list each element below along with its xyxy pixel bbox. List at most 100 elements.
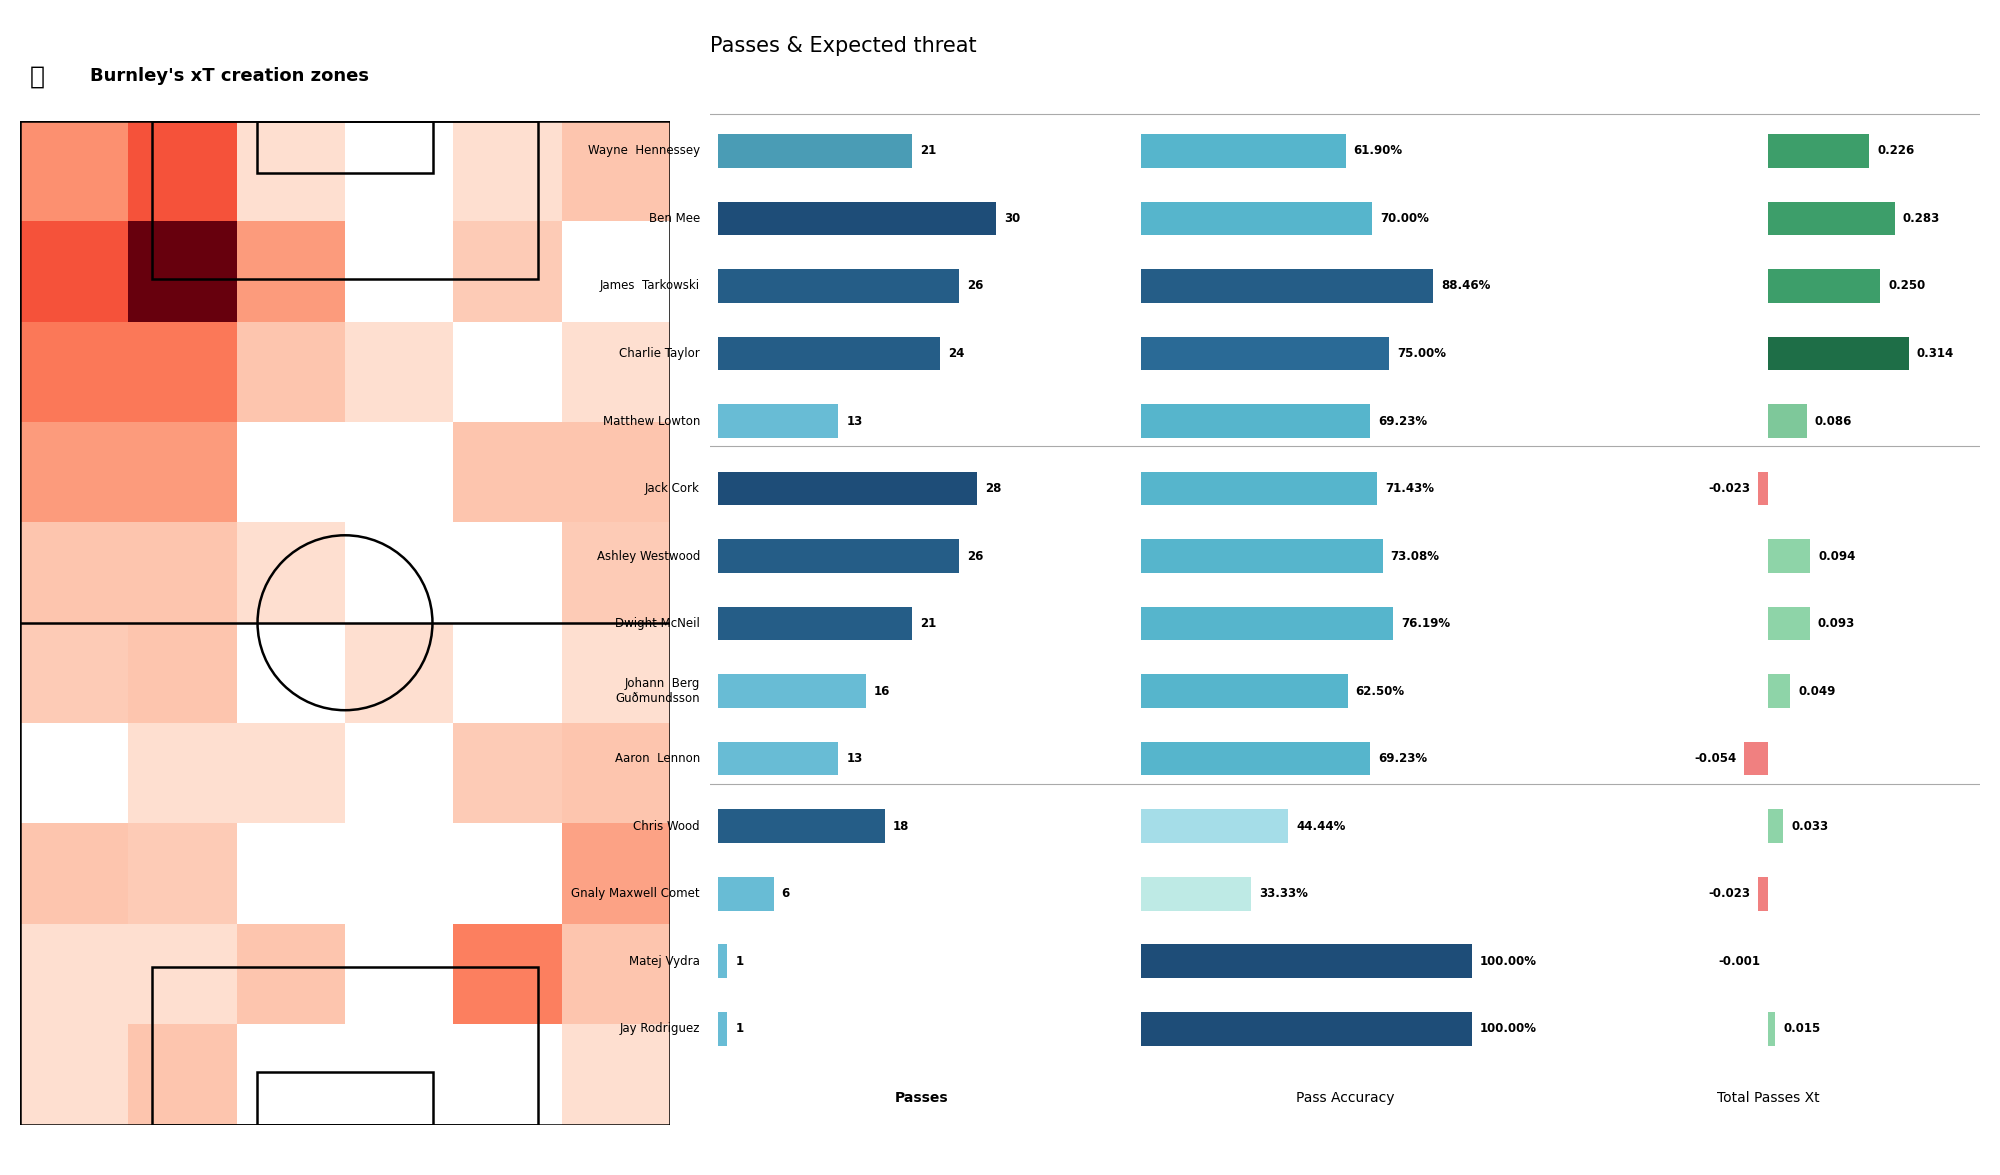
- Bar: [236, 623, 346, 723]
- Text: 1: 1: [736, 1022, 744, 1035]
- Bar: [1142, 606, 1392, 640]
- Bar: [20, 221, 128, 322]
- Bar: [128, 824, 236, 924]
- Bar: [1768, 674, 1790, 709]
- Bar: [152, 121, 538, 278]
- Text: 26: 26: [966, 280, 984, 293]
- Bar: [718, 945, 728, 978]
- Bar: [562, 623, 670, 723]
- Text: -0.001: -0.001: [1718, 954, 1760, 968]
- Text: Ben Mee: Ben Mee: [648, 212, 700, 224]
- Bar: [1142, 810, 1288, 842]
- Bar: [236, 1025, 346, 1124]
- Bar: [1758, 877, 1768, 911]
- Text: 62.50%: 62.50%: [1356, 685, 1404, 698]
- Bar: [562, 824, 670, 924]
- Text: Aaron  Lennon: Aaron Lennon: [614, 752, 700, 765]
- Text: Passes: Passes: [894, 1092, 948, 1106]
- Bar: [236, 723, 346, 824]
- Bar: [562, 723, 670, 824]
- Text: Jay Rodriguez: Jay Rodriguez: [620, 1022, 700, 1035]
- Bar: [1142, 741, 1370, 776]
- Bar: [152, 967, 538, 1124]
- Text: 26: 26: [966, 550, 984, 563]
- Text: 6: 6: [782, 887, 790, 900]
- Bar: [454, 723, 562, 824]
- Bar: [1142, 269, 1434, 303]
- Text: Chris Wood: Chris Wood: [634, 820, 700, 833]
- Bar: [718, 202, 996, 235]
- Bar: [20, 322, 128, 422]
- Bar: [346, 723, 454, 824]
- Bar: [718, 877, 774, 911]
- Bar: [1142, 877, 1252, 911]
- Bar: [562, 1025, 670, 1124]
- Bar: [1142, 674, 1348, 709]
- Text: Pass Accuracy: Pass Accuracy: [1296, 1092, 1394, 1106]
- Bar: [128, 422, 236, 523]
- Bar: [562, 422, 670, 523]
- Bar: [346, 221, 454, 322]
- Bar: [718, 336, 940, 370]
- Bar: [1744, 741, 1768, 776]
- Bar: [236, 924, 346, 1025]
- Bar: [128, 523, 236, 623]
- Bar: [718, 471, 978, 505]
- Bar: [718, 539, 958, 573]
- Text: 16: 16: [874, 685, 890, 698]
- Text: -0.023: -0.023: [1708, 887, 1750, 900]
- Text: 0.049: 0.049: [1798, 685, 1836, 698]
- Text: 13: 13: [846, 415, 862, 428]
- Text: 69.23%: 69.23%: [1378, 752, 1428, 765]
- Bar: [562, 924, 670, 1025]
- Bar: [718, 810, 884, 842]
- Text: 0.015: 0.015: [1784, 1022, 1820, 1035]
- Bar: [128, 121, 236, 221]
- Bar: [562, 121, 670, 221]
- Bar: [20, 623, 128, 723]
- Text: 0.033: 0.033: [1792, 820, 1828, 833]
- Bar: [718, 134, 912, 168]
- Bar: [718, 674, 866, 709]
- Bar: [20, 121, 128, 221]
- Bar: [1142, 404, 1370, 438]
- Text: Burnley's xT creation zones: Burnley's xT creation zones: [90, 67, 368, 86]
- Text: 0.093: 0.093: [1818, 617, 1856, 630]
- Text: 33.33%: 33.33%: [1260, 887, 1308, 900]
- Bar: [1768, 606, 1810, 640]
- Bar: [236, 221, 346, 322]
- Bar: [1768, 336, 1908, 370]
- Bar: [128, 723, 236, 824]
- Text: 24: 24: [948, 347, 964, 360]
- Bar: [20, 1025, 128, 1124]
- Bar: [1768, 202, 1894, 235]
- Bar: [1768, 539, 1810, 573]
- Bar: [258, 121, 432, 174]
- Bar: [562, 322, 670, 422]
- Bar: [718, 404, 838, 438]
- Bar: [454, 824, 562, 924]
- Text: Total Passes Xt: Total Passes Xt: [1718, 1092, 1820, 1106]
- Bar: [20, 924, 128, 1025]
- Text: Matthew Lowton: Matthew Lowton: [602, 415, 700, 428]
- Text: 76.19%: 76.19%: [1400, 617, 1450, 630]
- Bar: [236, 523, 346, 623]
- Bar: [236, 322, 346, 422]
- Bar: [128, 221, 236, 322]
- Text: 0.283: 0.283: [1902, 212, 1940, 224]
- Text: 0.094: 0.094: [1818, 550, 1856, 563]
- Bar: [236, 824, 346, 924]
- Bar: [20, 523, 128, 623]
- Text: Dwight McNeil: Dwight McNeil: [616, 617, 700, 630]
- Bar: [1142, 134, 1346, 168]
- Bar: [1768, 404, 1806, 438]
- Bar: [346, 422, 454, 523]
- Text: 0.086: 0.086: [1814, 415, 1852, 428]
- Text: Johann  Berg
Guðmundsson: Johann Berg Guðmundsson: [616, 677, 700, 705]
- Bar: [236, 121, 346, 221]
- Bar: [718, 741, 838, 776]
- Bar: [718, 606, 912, 640]
- Bar: [128, 1025, 236, 1124]
- Text: 🛡: 🛡: [30, 65, 44, 88]
- Bar: [1768, 1012, 1776, 1046]
